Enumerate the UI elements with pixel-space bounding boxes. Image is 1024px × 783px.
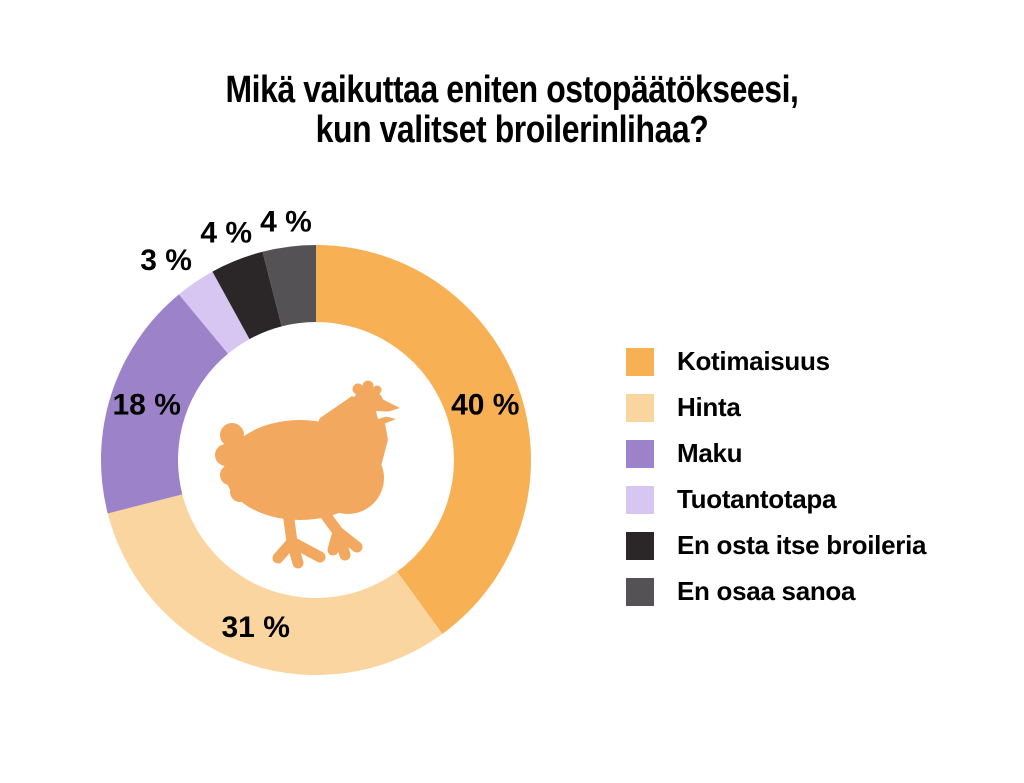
donut-slice-maku bbox=[100, 294, 229, 514]
legend-label-maku: Maku bbox=[677, 438, 743, 468]
legend-item-en-osta-itse-broileria: En osta itse broileria bbox=[626, 530, 926, 561]
legend-swatch-tuotantotapa bbox=[626, 485, 654, 514]
legend-label-en-osaa-sanoa: En osaa sanoa bbox=[677, 576, 856, 606]
legend: Kotimaisuus Hinta Maku Tuotantotapa En osta … bbox=[626, 346, 926, 607]
legend-label-hinta: Hinta bbox=[677, 392, 741, 422]
slice-labels: 40 %31 %18 %3 %4 % 4 % bbox=[113, 205, 520, 644]
slice-value-label-tuotantotapa: 3 % bbox=[140, 244, 192, 277]
slice-value-label-en-osta-itse-broileria: 4 % bbox=[200, 217, 252, 250]
legend-item-maku: Maku bbox=[626, 438, 926, 469]
slice-value-label-kotimaisuus: 40 % bbox=[451, 388, 519, 421]
legend-swatch-kotimaisuus bbox=[626, 347, 654, 376]
legend-label-tuotantotapa: Tuotantotapa bbox=[677, 484, 837, 514]
chicken-icon bbox=[215, 380, 402, 569]
legend-item-hinta: Hinta bbox=[626, 392, 926, 423]
legend-swatch-hinta bbox=[626, 393, 654, 422]
chart-title: Mikä vaikuttaa eniten ostopäätökseesi, ku… bbox=[82, 70, 942, 150]
donut-slice-tuotantotapa bbox=[178, 271, 250, 354]
donut-slice-en-osaa-sanoa bbox=[262, 245, 316, 327]
slice-value-label-en-osaa-sanoa: 4 % bbox=[260, 205, 312, 238]
legend-label-en-osta-itse-broileria: En osta itse broileria bbox=[677, 530, 927, 560]
donut-slices bbox=[100, 245, 531, 676]
slice-value-label-hinta: 31 % bbox=[222, 611, 290, 644]
legend-swatch-maku bbox=[626, 439, 654, 468]
legend-item-en-osaa-sanoa: En osaa sanoa bbox=[626, 576, 926, 607]
legend-swatch-en-osta-itse-broileria bbox=[626, 531, 654, 560]
slice-value-label-maku: 18 % bbox=[113, 388, 181, 421]
chart-title-line1: Mikä vaikuttaa eniten ostopäätökseesi, bbox=[225, 69, 799, 111]
donut-slice-en-osta-itse-broileria bbox=[212, 251, 282, 340]
legend-item-kotimaisuus: Kotimaisuus bbox=[626, 346, 926, 377]
donut-chart: 40 %31 %18 %3 %4 % 4 % bbox=[100, 205, 531, 676]
legend-swatch-en-osaa-sanoa bbox=[626, 577, 654, 606]
legend-item-tuotantotapa: Tuotantotapa bbox=[626, 484, 926, 515]
donut-slice-hinta bbox=[107, 494, 443, 676]
legend-label-kotimaisuus: Kotimaisuus bbox=[677, 346, 830, 376]
chart-title-line2: kun valitset broilerinlihaa? bbox=[315, 109, 709, 151]
donut-slice-kotimaisuus bbox=[316, 245, 531, 634]
